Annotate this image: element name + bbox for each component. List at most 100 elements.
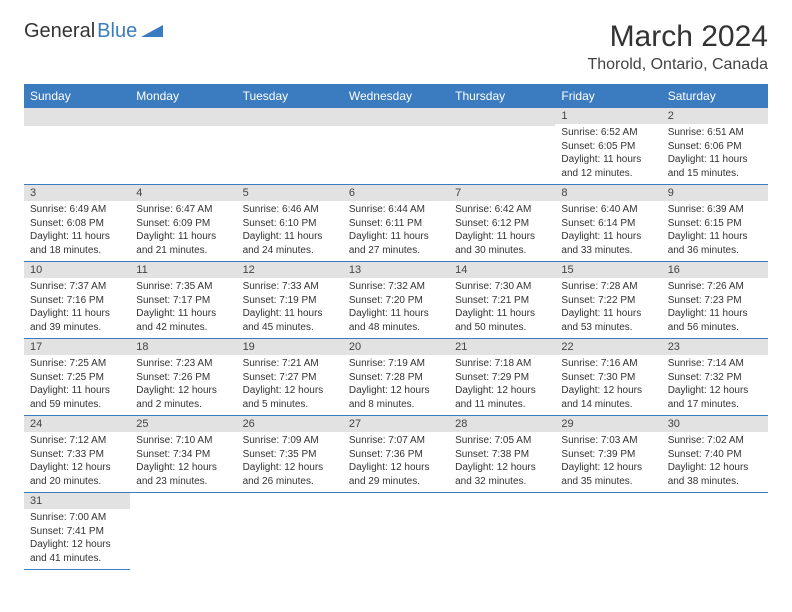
day-info: Sunrise: 7:33 AMSunset: 7:19 PMDaylight:… bbox=[237, 278, 343, 338]
calendar-cell: 18Sunrise: 7:23 AMSunset: 7:26 PMDayligh… bbox=[130, 339, 236, 416]
day-number: 25 bbox=[130, 416, 236, 432]
day-number: 16 bbox=[662, 262, 768, 278]
day-info: Sunrise: 6:47 AMSunset: 6:09 PMDaylight:… bbox=[130, 201, 236, 261]
calendar-cell: 28Sunrise: 7:05 AMSunset: 7:38 PMDayligh… bbox=[449, 416, 555, 493]
calendar-cell: 17Sunrise: 7:25 AMSunset: 7:25 PMDayligh… bbox=[24, 339, 130, 416]
day-number: 28 bbox=[449, 416, 555, 432]
calendar-row: 10Sunrise: 7:37 AMSunset: 7:16 PMDayligh… bbox=[24, 262, 768, 339]
day-info: Sunrise: 6:52 AMSunset: 6:05 PMDaylight:… bbox=[555, 124, 661, 184]
day-number: 22 bbox=[555, 339, 661, 355]
day-number-empty bbox=[237, 108, 343, 126]
day-number: 3 bbox=[24, 185, 130, 201]
weekday-header: Wednesday bbox=[343, 84, 449, 108]
calendar-cell: 6Sunrise: 6:44 AMSunset: 6:11 PMDaylight… bbox=[343, 185, 449, 262]
calendar-cell: 31Sunrise: 7:00 AMSunset: 7:41 PMDayligh… bbox=[24, 493, 130, 570]
calendar-cell: 8Sunrise: 6:40 AMSunset: 6:14 PMDaylight… bbox=[555, 185, 661, 262]
day-info: Sunrise: 7:03 AMSunset: 7:39 PMDaylight:… bbox=[555, 432, 661, 492]
calendar-row: 3Sunrise: 6:49 AMSunset: 6:08 PMDaylight… bbox=[24, 185, 768, 262]
day-info: Sunrise: 7:30 AMSunset: 7:21 PMDaylight:… bbox=[449, 278, 555, 338]
calendar-cell: 26Sunrise: 7:09 AMSunset: 7:35 PMDayligh… bbox=[237, 416, 343, 493]
calendar-cell bbox=[449, 108, 555, 185]
logo: GeneralBlue bbox=[24, 20, 163, 43]
calendar-cell: 13Sunrise: 7:32 AMSunset: 7:20 PMDayligh… bbox=[343, 262, 449, 339]
day-info: Sunrise: 7:23 AMSunset: 7:26 PMDaylight:… bbox=[130, 355, 236, 415]
calendar-cell: 19Sunrise: 7:21 AMSunset: 7:27 PMDayligh… bbox=[237, 339, 343, 416]
day-number: 12 bbox=[237, 262, 343, 278]
day-info: Sunrise: 7:16 AMSunset: 7:30 PMDaylight:… bbox=[555, 355, 661, 415]
day-number: 21 bbox=[449, 339, 555, 355]
calendar-cell: 23Sunrise: 7:14 AMSunset: 7:32 PMDayligh… bbox=[662, 339, 768, 416]
day-number: 24 bbox=[24, 416, 130, 432]
day-info: Sunrise: 6:51 AMSunset: 6:06 PMDaylight:… bbox=[662, 124, 768, 184]
day-info: Sunrise: 7:00 AMSunset: 7:41 PMDaylight:… bbox=[24, 509, 130, 569]
calendar-cell: 10Sunrise: 7:37 AMSunset: 7:16 PMDayligh… bbox=[24, 262, 130, 339]
weekday-header: Friday bbox=[555, 84, 661, 108]
calendar-cell: 30Sunrise: 7:02 AMSunset: 7:40 PMDayligh… bbox=[662, 416, 768, 493]
day-info: Sunrise: 7:10 AMSunset: 7:34 PMDaylight:… bbox=[130, 432, 236, 492]
logo-triangle-icon bbox=[141, 20, 163, 43]
calendar-cell: 25Sunrise: 7:10 AMSunset: 7:34 PMDayligh… bbox=[130, 416, 236, 493]
day-number: 11 bbox=[130, 262, 236, 278]
day-info: Sunrise: 7:12 AMSunset: 7:33 PMDaylight:… bbox=[24, 432, 130, 492]
day-info: Sunrise: 6:49 AMSunset: 6:08 PMDaylight:… bbox=[24, 201, 130, 261]
day-number: 30 bbox=[662, 416, 768, 432]
day-info: Sunrise: 7:05 AMSunset: 7:38 PMDaylight:… bbox=[449, 432, 555, 492]
calendar-row: 31Sunrise: 7:00 AMSunset: 7:41 PMDayligh… bbox=[24, 493, 768, 570]
logo-text-2: Blue bbox=[97, 20, 137, 43]
calendar-cell bbox=[343, 493, 449, 570]
day-info: Sunrise: 6:40 AMSunset: 6:14 PMDaylight:… bbox=[555, 201, 661, 261]
calendar-cell: 1Sunrise: 6:52 AMSunset: 6:05 PMDaylight… bbox=[555, 108, 661, 185]
calendar-cell bbox=[555, 493, 661, 570]
day-number-empty bbox=[449, 108, 555, 126]
calendar-row: 24Sunrise: 7:12 AMSunset: 7:33 PMDayligh… bbox=[24, 416, 768, 493]
calendar-row: 1Sunrise: 6:52 AMSunset: 6:05 PMDaylight… bbox=[24, 108, 768, 185]
calendar-cell: 16Sunrise: 7:26 AMSunset: 7:23 PMDayligh… bbox=[662, 262, 768, 339]
day-number: 23 bbox=[662, 339, 768, 355]
day-number: 18 bbox=[130, 339, 236, 355]
weekday-header: Saturday bbox=[662, 84, 768, 108]
day-info: Sunrise: 7:19 AMSunset: 7:28 PMDaylight:… bbox=[343, 355, 449, 415]
calendar-cell bbox=[130, 108, 236, 185]
calendar-cell bbox=[24, 108, 130, 185]
day-number-empty bbox=[343, 108, 449, 126]
calendar-cell: 9Sunrise: 6:39 AMSunset: 6:15 PMDaylight… bbox=[662, 185, 768, 262]
day-info: Sunrise: 7:28 AMSunset: 7:22 PMDaylight:… bbox=[555, 278, 661, 338]
location-label: Thorold, Ontario, Canada bbox=[587, 56, 768, 74]
day-info: Sunrise: 6:46 AMSunset: 6:10 PMDaylight:… bbox=[237, 201, 343, 261]
calendar-cell: 27Sunrise: 7:07 AMSunset: 7:36 PMDayligh… bbox=[343, 416, 449, 493]
day-info: Sunrise: 7:14 AMSunset: 7:32 PMDaylight:… bbox=[662, 355, 768, 415]
day-number: 8 bbox=[555, 185, 661, 201]
calendar-cell: 7Sunrise: 6:42 AMSunset: 6:12 PMDaylight… bbox=[449, 185, 555, 262]
day-number-empty bbox=[24, 108, 130, 126]
calendar-row: 17Sunrise: 7:25 AMSunset: 7:25 PMDayligh… bbox=[24, 339, 768, 416]
day-info: Sunrise: 7:18 AMSunset: 7:29 PMDaylight:… bbox=[449, 355, 555, 415]
weekday-header: Sunday bbox=[24, 84, 130, 108]
day-number: 20 bbox=[343, 339, 449, 355]
calendar-cell bbox=[662, 493, 768, 570]
day-number: 26 bbox=[237, 416, 343, 432]
day-info: Sunrise: 7:09 AMSunset: 7:35 PMDaylight:… bbox=[237, 432, 343, 492]
day-info: Sunrise: 7:26 AMSunset: 7:23 PMDaylight:… bbox=[662, 278, 768, 338]
day-info: Sunrise: 7:25 AMSunset: 7:25 PMDaylight:… bbox=[24, 355, 130, 415]
calendar-cell: 5Sunrise: 6:46 AMSunset: 6:10 PMDaylight… bbox=[237, 185, 343, 262]
day-info: Sunrise: 7:32 AMSunset: 7:20 PMDaylight:… bbox=[343, 278, 449, 338]
day-info: Sunrise: 7:21 AMSunset: 7:27 PMDaylight:… bbox=[237, 355, 343, 415]
calendar-cell: 4Sunrise: 6:47 AMSunset: 6:09 PMDaylight… bbox=[130, 185, 236, 262]
day-number: 10 bbox=[24, 262, 130, 278]
day-number-empty bbox=[130, 108, 236, 126]
day-number: 9 bbox=[662, 185, 768, 201]
day-number: 14 bbox=[449, 262, 555, 278]
day-number: 31 bbox=[24, 493, 130, 509]
calendar-cell: 20Sunrise: 7:19 AMSunset: 7:28 PMDayligh… bbox=[343, 339, 449, 416]
day-number: 1 bbox=[555, 108, 661, 124]
weekday-header: Thursday bbox=[449, 84, 555, 108]
calendar-cell: 3Sunrise: 6:49 AMSunset: 6:08 PMDaylight… bbox=[24, 185, 130, 262]
day-number: 13 bbox=[343, 262, 449, 278]
day-info: Sunrise: 7:02 AMSunset: 7:40 PMDaylight:… bbox=[662, 432, 768, 492]
day-number: 2 bbox=[662, 108, 768, 124]
calendar-cell: 2Sunrise: 6:51 AMSunset: 6:06 PMDaylight… bbox=[662, 108, 768, 185]
day-number: 27 bbox=[343, 416, 449, 432]
calendar-cell bbox=[237, 108, 343, 185]
weekday-header-row: SundayMondayTuesdayWednesdayThursdayFrid… bbox=[24, 84, 768, 108]
calendar-cell bbox=[130, 493, 236, 570]
